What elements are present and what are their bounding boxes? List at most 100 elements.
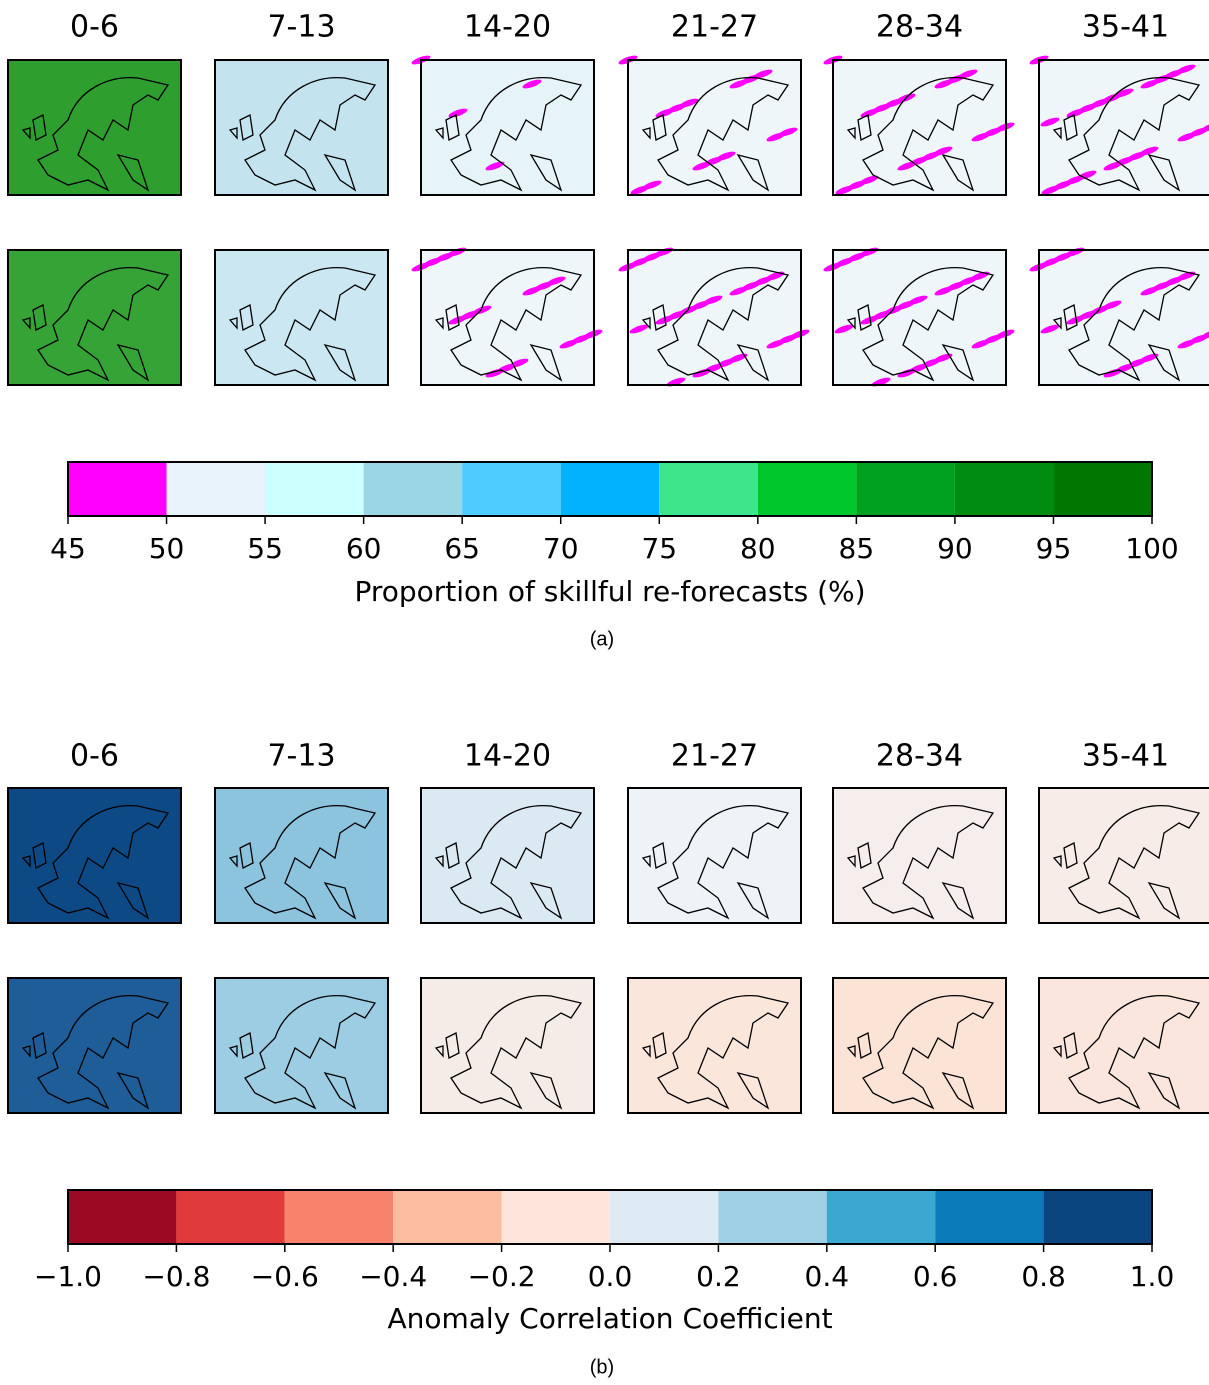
colorbar-frame (67, 461, 1153, 517)
map-panel (411, 247, 603, 386)
low-skill-patch (1139, 146, 1159, 156)
map-frame (420, 59, 595, 196)
map-outline (434, 804, 583, 920)
map-background (8, 788, 181, 923)
low-skill-patch (1139, 353, 1159, 363)
map-frame (7, 59, 182, 196)
tick-label: 50 (149, 532, 185, 565)
tick-label: 0.2 (696, 1260, 741, 1293)
colorbar-segment (501, 1190, 610, 1244)
tick-label: 60 (346, 532, 382, 565)
map-background (833, 250, 1006, 385)
map-frame (832, 977, 1007, 1114)
tick-label: −0.8 (142, 1260, 210, 1293)
map-outline (434, 994, 583, 1110)
column-title: 0-6 (70, 739, 119, 774)
map-background (421, 250, 594, 385)
map-background (1039, 788, 1209, 923)
map-background (215, 60, 388, 195)
map-background (8, 250, 181, 385)
low-skill-patch (642, 180, 662, 190)
map-panel (7, 787, 182, 924)
map-panel (823, 55, 1015, 196)
low-skill-patch (1040, 117, 1060, 127)
map-outline (846, 76, 995, 192)
tick-label: 55 (247, 532, 283, 565)
map-frame (7, 249, 182, 386)
low-skill-patch (778, 127, 798, 137)
map-panel (618, 247, 810, 387)
colorbar-segment (284, 1190, 394, 1244)
map-panel (823, 247, 1015, 387)
map-background (833, 60, 1006, 195)
tick-label: 85 (839, 532, 875, 565)
map-frame (627, 977, 802, 1114)
map-panel (618, 55, 802, 196)
map-panel (832, 787, 1007, 924)
map-outline (846, 266, 995, 382)
map-frame (832, 59, 1007, 196)
low-skill-patch (1201, 329, 1209, 339)
map-panel (7, 59, 182, 196)
map-panel (214, 977, 389, 1114)
colorbar-segment (560, 462, 660, 516)
map-background (1039, 978, 1209, 1113)
low-skill-patch (765, 271, 785, 281)
colorbar-segment (954, 462, 1054, 516)
map-outline (846, 994, 995, 1110)
map-outline (1052, 804, 1201, 920)
column-title: 7-13 (267, 10, 335, 45)
low-skill-patch (970, 271, 990, 281)
map-panel (420, 977, 595, 1114)
map-background (8, 978, 181, 1113)
axis-label: Proportion of skillful re-forecasts (%) (354, 575, 865, 608)
map-panel (1029, 55, 1209, 196)
colorbar-segment (363, 462, 463, 516)
low-skill-patch (728, 353, 748, 363)
map-frame (420, 249, 595, 386)
tick-label: 0.0 (588, 1260, 633, 1293)
map-background (215, 250, 388, 385)
map-background (421, 788, 594, 923)
map-outline (641, 266, 790, 382)
colorbar-segment (856, 462, 955, 516)
map-frame (1038, 787, 1209, 924)
map-panel (1038, 977, 1209, 1114)
map-background (1039, 60, 1209, 195)
map-background (215, 788, 388, 923)
map-outline (1052, 994, 1201, 1110)
colorbar-segment (462, 462, 561, 516)
colorbar-segment (393, 1190, 502, 1244)
map-outline (21, 804, 170, 920)
map-frame (214, 787, 389, 924)
map-panel (627, 787, 802, 924)
column-title: 7-13 (267, 739, 335, 774)
low-skill-patch (472, 305, 492, 315)
tick-label: 95 (1036, 532, 1072, 565)
column-title: 28-34 (876, 10, 963, 45)
map-outline (228, 76, 377, 192)
map-frame (214, 249, 389, 386)
tick-label: −1.0 (34, 1260, 102, 1293)
low-skill-patch (1176, 64, 1196, 74)
colorbar-segment (68, 1190, 177, 1244)
tick-label: 45 (50, 532, 86, 565)
low-skill-patch (1040, 324, 1060, 334)
map-background (421, 978, 594, 1113)
colorbar-segment (610, 1190, 719, 1244)
colorbar-segment (826, 1190, 936, 1244)
low-skill-patch (522, 79, 542, 89)
map-panel (1029, 247, 1209, 386)
panel-label: (a) (590, 628, 614, 650)
tick-label: −0.6 (251, 1260, 319, 1293)
panel-label: (b) (590, 1356, 614, 1378)
low-skill-patch (859, 175, 879, 185)
tick-label: 1.0 (1130, 1260, 1175, 1293)
low-skill-patch (716, 151, 736, 161)
map-background (628, 788, 801, 923)
map-frame (420, 977, 595, 1114)
column-title: 21-27 (671, 10, 758, 45)
map-panel (214, 59, 389, 196)
map-frame (7, 787, 182, 924)
